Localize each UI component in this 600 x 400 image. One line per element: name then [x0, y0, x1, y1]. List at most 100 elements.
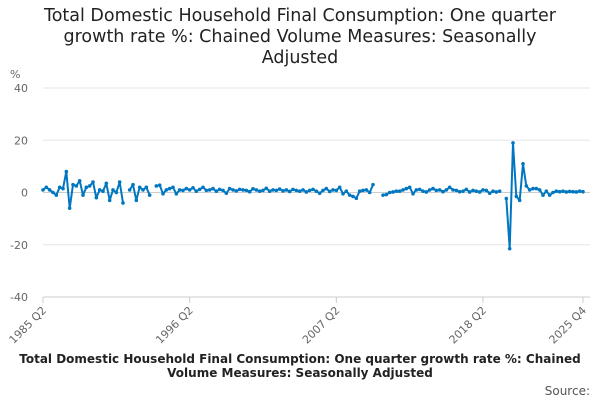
data-point[interactable]	[127, 188, 132, 192]
data-point[interactable]	[341, 192, 345, 196]
data-point[interactable]	[457, 189, 462, 194]
data-point[interactable]	[274, 188, 279, 193]
data-point[interactable]	[271, 188, 275, 192]
data-point[interactable]	[237, 187, 242, 192]
data-point[interactable]	[44, 185, 49, 190]
data-point[interactable]	[344, 189, 349, 193]
data-point[interactable]	[194, 189, 199, 193]
data-point[interactable]	[357, 189, 362, 193]
data-point[interactable]	[481, 188, 485, 192]
data-point[interactable]	[177, 188, 182, 192]
data-point[interactable]	[331, 188, 335, 192]
data-point[interactable]	[161, 192, 165, 196]
data-point[interactable]	[51, 190, 55, 195]
data-point[interactable]	[367, 190, 372, 195]
data-point[interactable]	[511, 141, 515, 145]
data-point[interactable]	[444, 188, 449, 192]
data-point[interactable]	[154, 184, 159, 188]
data-point[interactable]	[67, 206, 72, 210]
data-point[interactable]	[281, 189, 285, 193]
data-point[interactable]	[514, 194, 519, 199]
data-point[interactable]	[404, 186, 409, 191]
data-point[interactable]	[477, 190, 482, 194]
data-point[interactable]	[204, 188, 209, 193]
data-point[interactable]	[74, 184, 79, 188]
data-point[interactable]	[201, 185, 205, 190]
data-point[interactable]	[407, 185, 412, 190]
data-point[interactable]	[401, 188, 405, 192]
data-point[interactable]	[364, 188, 369, 192]
data-point[interactable]	[321, 188, 325, 193]
data-point[interactable]	[574, 190, 579, 194]
data-point[interactable]	[387, 190, 392, 195]
data-point[interactable]	[381, 193, 385, 197]
data-point[interactable]	[361, 188, 365, 193]
data-point[interactable]	[131, 182, 135, 187]
data-point[interactable]	[567, 189, 572, 194]
data-point[interactable]	[137, 185, 142, 190]
data-point[interactable]	[451, 188, 455, 192]
data-point[interactable]	[491, 189, 495, 193]
data-point[interactable]	[267, 189, 272, 193]
data-point[interactable]	[417, 187, 422, 192]
data-point[interactable]	[527, 188, 532, 192]
data-point[interactable]	[347, 193, 352, 197]
data-point[interactable]	[107, 198, 112, 203]
data-point[interactable]	[427, 188, 432, 192]
data-point[interactable]	[71, 182, 75, 187]
data-point[interactable]	[134, 198, 139, 203]
data-point[interactable]	[351, 194, 355, 199]
data-point[interactable]	[577, 189, 582, 193]
data-point[interactable]	[504, 196, 509, 201]
data-point[interactable]	[337, 185, 342, 190]
data-point[interactable]	[541, 193, 545, 197]
data-point[interactable]	[447, 185, 452, 190]
data-point[interactable]	[324, 186, 329, 191]
data-point[interactable]	[534, 186, 539, 191]
data-point[interactable]	[391, 190, 395, 194]
data-point[interactable]	[517, 198, 522, 203]
data-point[interactable]	[144, 185, 149, 190]
data-point[interactable]	[234, 189, 239, 193]
data-point[interactable]	[507, 246, 512, 251]
data-point[interactable]	[211, 186, 215, 191]
data-point[interactable]	[121, 201, 125, 205]
data-point[interactable]	[261, 188, 265, 193]
data-point[interactable]	[467, 190, 472, 194]
data-point[interactable]	[174, 192, 179, 196]
data-point[interactable]	[191, 185, 195, 190]
data-point[interactable]	[221, 188, 225, 193]
data-point[interactable]	[184, 186, 189, 191]
data-point[interactable]	[571, 189, 575, 194]
data-point[interactable]	[244, 188, 249, 193]
data-point[interactable]	[147, 193, 152, 197]
data-point[interactable]	[284, 188, 289, 192]
data-point[interactable]	[471, 188, 475, 193]
data-point[interactable]	[544, 189, 549, 193]
data-point[interactable]	[484, 188, 489, 193]
data-point[interactable]	[521, 161, 525, 166]
data-point[interactable]	[397, 189, 402, 193]
data-point[interactable]	[474, 189, 479, 193]
data-point[interactable]	[434, 188, 439, 193]
data-point[interactable]	[564, 190, 569, 194]
data-point[interactable]	[531, 186, 535, 191]
data-point[interactable]	[424, 190, 429, 194]
data-point[interactable]	[141, 188, 145, 192]
data-point[interactable]	[437, 188, 442, 192]
data-point[interactable]	[117, 180, 122, 184]
data-point[interactable]	[311, 187, 315, 192]
data-point[interactable]	[164, 188, 169, 192]
data-point[interactable]	[384, 192, 389, 197]
data-point[interactable]	[287, 189, 292, 194]
data-point[interactable]	[251, 187, 255, 191]
data-point[interactable]	[317, 191, 322, 196]
data-point[interactable]	[454, 188, 459, 193]
data-point[interactable]	[354, 196, 359, 201]
data-point[interactable]	[431, 186, 435, 191]
data-point[interactable]	[61, 186, 65, 191]
data-point[interactable]	[554, 189, 559, 193]
data-point[interactable]	[371, 182, 375, 187]
data-point[interactable]	[264, 186, 269, 191]
data-point[interactable]	[227, 186, 232, 191]
